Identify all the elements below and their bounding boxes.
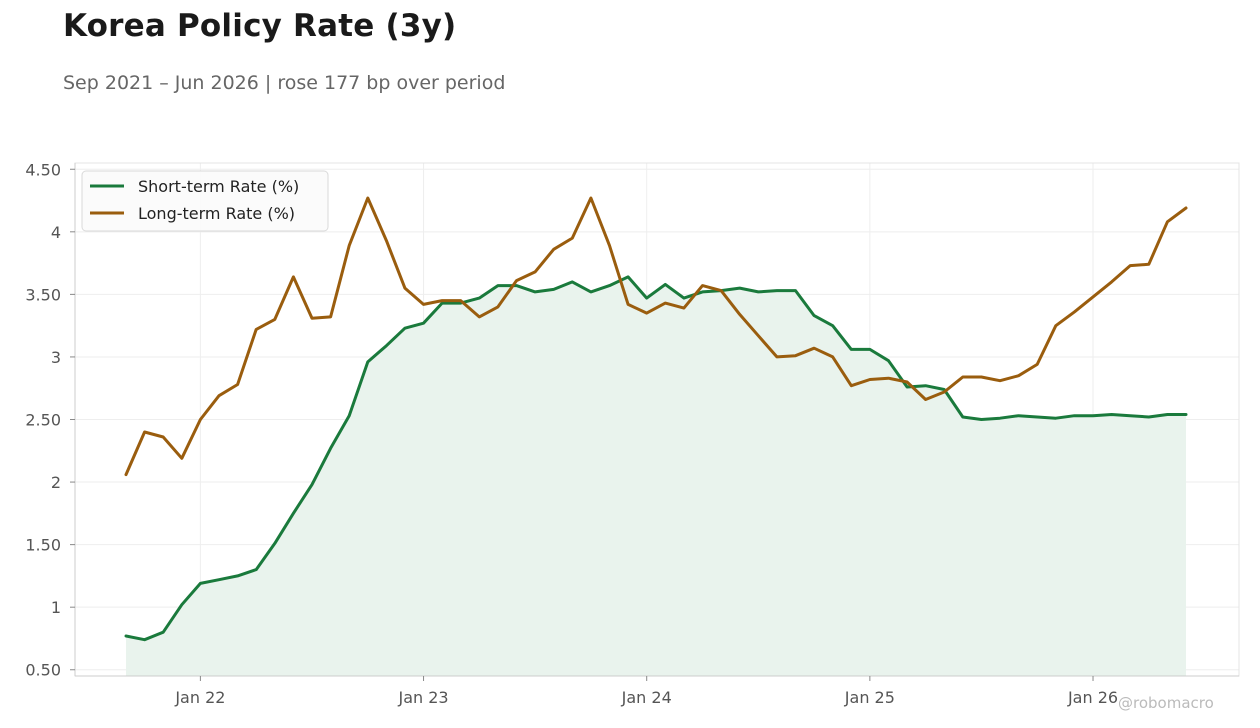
x-tick-label: Jan 26 xyxy=(1067,688,1118,707)
tick-layer: 0.50 1 1.50 2 2.50 3 3.50 4 4.50 Jan 22 Jan 23 Jan … xyxy=(25,160,1118,707)
y-tick-label: 4.50 xyxy=(25,160,61,179)
y-tick-label: 4 xyxy=(51,223,61,242)
x-tick-label: Jan 22 xyxy=(174,688,225,707)
chart-subtitle: Sep 2021 – Jun 2026 | rose 177 bp over p… xyxy=(63,72,506,94)
x-tick-label: Jan 25 xyxy=(844,688,895,707)
series-line-long-term xyxy=(124,196,1188,477)
y-tick-label: 1.50 xyxy=(25,536,61,555)
y-tick-label: 3.50 xyxy=(25,285,61,304)
series-line-short-term xyxy=(124,275,1188,642)
y-tick-label: 1 xyxy=(51,598,61,617)
y-tick-label: 3 xyxy=(51,348,61,367)
x-tick-label: Jan 23 xyxy=(397,688,448,707)
legend-label-1: Long-term Rate (%) xyxy=(138,204,295,223)
series-layer xyxy=(124,196,1188,642)
x-tick-label: Jan 24 xyxy=(621,688,672,707)
fill-layer xyxy=(126,276,1186,676)
y-tick-label: 0.50 xyxy=(25,661,61,680)
y-tick-label: 2.50 xyxy=(25,411,61,430)
legend: Short-term Rate (%) Long-term Rate (%) xyxy=(81,170,329,232)
chart-title: Korea Policy Rate (3y) xyxy=(63,8,457,44)
legend-box xyxy=(81,170,329,232)
y-tick-label: 2 xyxy=(51,473,61,492)
series-area-0 xyxy=(126,276,1186,676)
watermark: @robomacro xyxy=(1118,694,1214,712)
legend-label-0: Short-term Rate (%) xyxy=(138,177,299,196)
